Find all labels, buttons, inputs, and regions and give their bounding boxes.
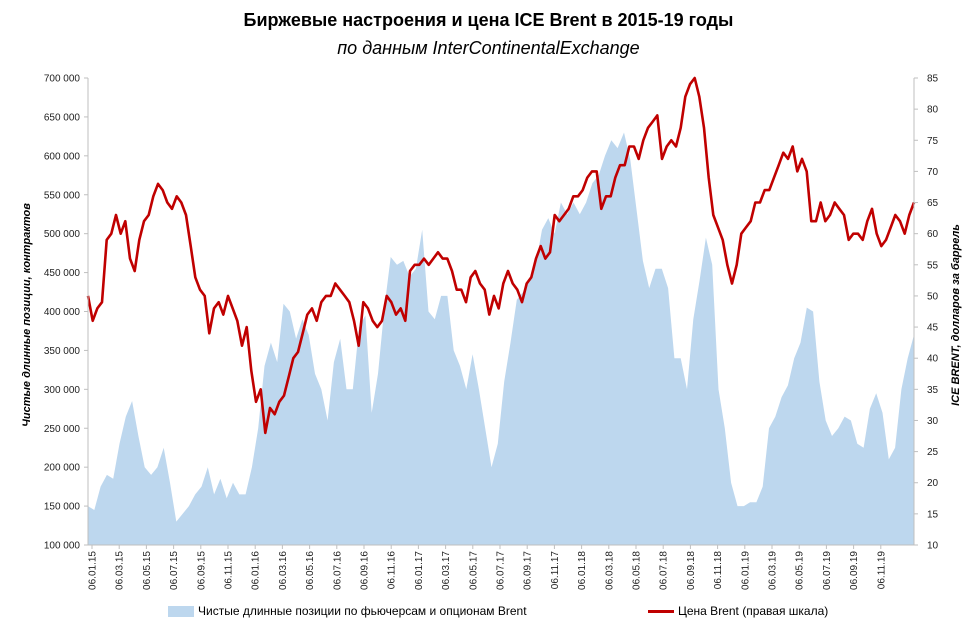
x-tick-labels: 06.01.15 06.03.15 06.05.15 06.07.15 06.09.15… <box>88 545 887 590</box>
x-tick-label: 06.03.15 <box>115 551 126 590</box>
x-tick-label: 06.07.16 <box>332 551 343 590</box>
right-tick-label: 75 <box>927 136 939 147</box>
left-tick-label: 150 000 <box>44 502 81 513</box>
x-tick-label: 06.03.17 <box>441 551 452 590</box>
right-tick-label: 25 <box>927 447 939 458</box>
x-tick-label: 06.11.15 <box>224 551 235 590</box>
left-tick-labels: 100 000 150 000 200 000 250 000 300 000 350 0… <box>44 74 88 552</box>
left-tick-label: 650 000 <box>44 112 81 123</box>
right-tick-label: 45 <box>927 323 939 334</box>
x-tick-label: 06.05.16 <box>305 551 316 590</box>
legend-area-label: Чистые длинные позиции по фьючерсам и оп… <box>198 604 527 618</box>
right-tick-label: 70 <box>927 167 939 178</box>
right-tick-label: 40 <box>927 354 939 365</box>
x-tick-label: 06.03.16 <box>278 551 289 590</box>
right-tick-label: 35 <box>927 385 939 396</box>
right-tick-labels: 10 15 20 25 30 35 40 45 50 55 60 65 70 75 80 85 <box>914 74 939 552</box>
x-tick-label: 06.07.18 <box>659 551 670 590</box>
right-tick-label: 60 <box>927 229 939 240</box>
net-long-positions-area <box>88 132 914 545</box>
x-tick-label: 06.05.17 <box>468 551 479 590</box>
x-tick-label: 06.09.15 <box>196 551 207 590</box>
left-tick-label: 450 000 <box>44 268 81 279</box>
right-tick-label: 10 <box>927 541 939 552</box>
left-axis-title: Чистые длинные позиции, контрактов <box>21 203 33 427</box>
left-tick-label: 100 000 <box>44 541 81 552</box>
left-tick-label: 500 000 <box>44 229 81 240</box>
right-tick-label: 30 <box>927 416 939 427</box>
x-tick-label: 06.05.18 <box>632 551 643 590</box>
x-tick-label: 06.11.19 <box>876 551 887 590</box>
left-tick-label: 600 000 <box>44 151 81 162</box>
brent-price-line <box>86 76 916 435</box>
x-tick-label: 06.11.18 <box>713 551 724 590</box>
legend-line-label: Цена Brent (правая шкала) <box>678 604 829 618</box>
x-tick-label: 06.11.17 <box>550 551 561 590</box>
x-tick-label: 06.01.16 <box>251 551 262 590</box>
x-tick-label: 06.01.19 <box>740 551 751 590</box>
x-tick-label: 06.03.19 <box>768 551 779 590</box>
legend-item-positions: Чистые длинные позиции по фьючерсам и оп… <box>168 604 527 618</box>
left-tick-label: 400 000 <box>44 307 81 318</box>
x-tick-label: 06.09.16 <box>360 551 371 590</box>
x-tick-label: 06.01.15 <box>88 551 99 590</box>
right-axis-title: ICE BRENT, долларов за баррель <box>950 224 962 406</box>
x-tick-label: 06.05.19 <box>795 551 806 590</box>
x-tick-label: 06.01.17 <box>414 551 425 590</box>
left-tick-label: 200 000 <box>44 463 81 474</box>
right-tick-label: 55 <box>927 260 939 271</box>
x-tick-label: 06.07.17 <box>496 551 507 590</box>
x-tick-label: 06.09.19 <box>849 551 860 590</box>
chart-title: Биржевые настроения и цена ICE Brent в 2… <box>243 10 734 30</box>
legend-item-price: Цена Brent (правая шкала) <box>648 604 828 618</box>
left-tick-label: 300 000 <box>44 385 81 396</box>
left-tick-label: 550 000 <box>44 190 81 201</box>
right-tick-label: 85 <box>927 74 939 85</box>
right-tick-label: 15 <box>927 509 939 520</box>
x-tick-label: 06.09.17 <box>523 551 534 590</box>
right-tick-label: 80 <box>927 105 939 116</box>
legend-line-swatch <box>648 609 674 613</box>
right-tick-label: 65 <box>927 198 939 209</box>
left-tick-label: 350 000 <box>44 346 81 357</box>
x-tick-label: 06.05.15 <box>142 551 153 590</box>
x-tick-label: 06.01.18 <box>577 551 588 590</box>
chart-subtitle: по данным InterContinentalExchange <box>337 38 640 58</box>
right-tick-label: 50 <box>927 291 939 302</box>
right-tick-label: 20 <box>927 478 939 489</box>
x-tick-label: 06.03.18 <box>604 551 615 590</box>
x-tick-label: 06.07.15 <box>169 551 180 590</box>
left-tick-label: 700 000 <box>44 74 81 85</box>
x-tick-label: 06.07.19 <box>822 551 833 590</box>
left-tick-label: 250 000 <box>44 424 81 435</box>
x-tick-label: 06.11.16 <box>387 551 398 590</box>
x-tick-label: 06.09.18 <box>686 551 697 590</box>
legend-area-swatch <box>168 605 194 617</box>
